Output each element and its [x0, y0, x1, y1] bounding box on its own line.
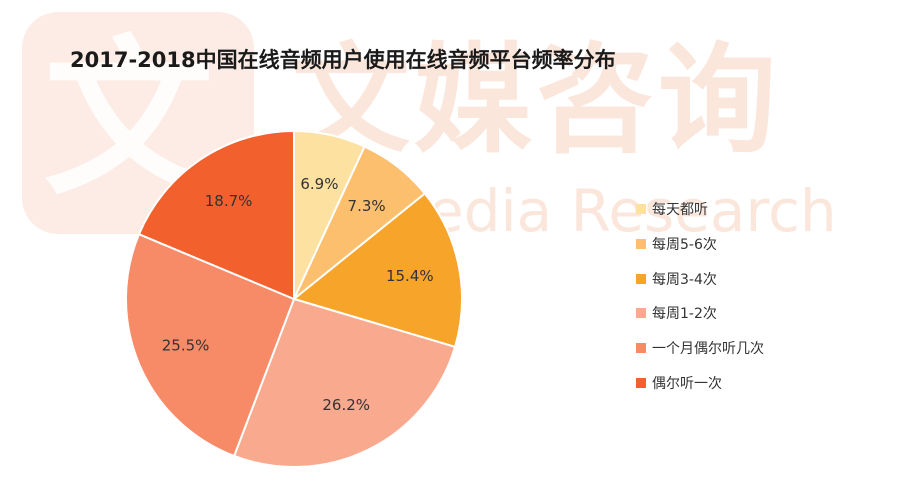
legend-label-5: 偶尔听一次	[652, 375, 722, 392]
legend-label-2: 每周3-4次	[652, 271, 717, 288]
legend-swatch-2	[636, 273, 646, 284]
legend-swatch-1	[636, 238, 646, 249]
chart-title: 2017-2018中国在线音频用户使用在线音频平台频率分布	[70, 48, 616, 72]
slice-label-5: 18.7%	[205, 192, 253, 210]
legend-label-3: 每周1-2次	[652, 306, 717, 323]
legend-label-0: 每天都听	[652, 202, 708, 218]
pie-slice-2	[291, 192, 463, 349]
legend-label-4: 一个月偶尔听几次	[652, 341, 764, 358]
legend-swatch-3	[636, 308, 646, 319]
legend-item-2: 每周3-4次	[636, 268, 764, 290]
legend-swatch-0	[636, 204, 646, 214]
legend-item-1: 每周5-6次	[636, 233, 764, 255]
legend-item-0: 每天都听	[636, 198, 764, 220]
legend-label-1: 每周5-6次	[652, 236, 717, 253]
watermark-cn-text: 文媒咨询	[292, 31, 781, 169]
legend-swatch-5	[636, 377, 646, 388]
pie-slice-5	[137, 129, 295, 301]
legend-item-4: 一个月偶尔听几次	[636, 337, 764, 359]
watermark-en-text: Media Research	[378, 177, 837, 245]
legend-swatch-4	[636, 343, 646, 354]
slice-label-0: 6.9%	[300, 175, 338, 193]
slice-label-1: 7.3%	[348, 197, 386, 215]
pie-slice-3	[232, 297, 457, 468]
legend-item-3: 每周1-2次	[636, 302, 764, 324]
legend: 每天都听每周5-6次 每周3-4次 每周1-2次一个月偶尔听几次 偶尔听一次	[636, 198, 764, 407]
slice-label-2: 15.4%	[386, 267, 434, 285]
legend-item-5: 偶尔听一次	[636, 372, 764, 394]
slice-label-4: 25.5%	[162, 337, 210, 355]
slice-label-3: 26.2%	[322, 396, 370, 414]
pie-slice-4	[125, 232, 296, 458]
